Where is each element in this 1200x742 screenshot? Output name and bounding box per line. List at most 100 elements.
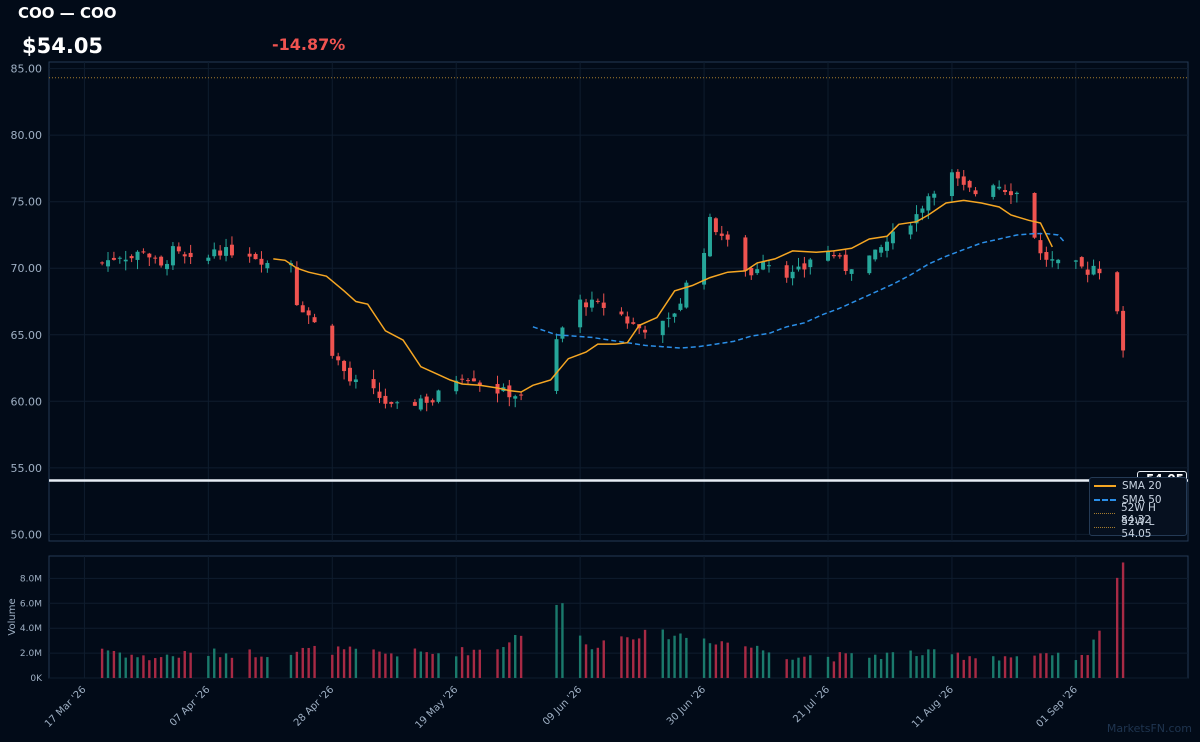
- candle-body: [619, 311, 624, 315]
- candle-body: [949, 172, 954, 197]
- chart-title: COO — COO: [18, 4, 117, 22]
- volume-bar: [455, 656, 458, 678]
- volume-bar: [460, 647, 464, 678]
- sma20-line: [273, 199, 1053, 393]
- x-tick-label: 07 Apr '26: [168, 684, 212, 728]
- candle-body: [371, 379, 376, 389]
- candle-body: [1050, 259, 1055, 261]
- candle-body: [1038, 240, 1043, 254]
- volume-bar: [248, 649, 251, 678]
- volume-bar: [632, 639, 635, 678]
- volume-bar: [761, 650, 765, 678]
- volume-bar: [165, 654, 169, 678]
- candle-body: [188, 252, 193, 258]
- candle-body: [702, 252, 707, 285]
- volume-bar: [950, 654, 954, 678]
- volume-bar: [266, 657, 269, 678]
- x-tick-label: 30 Jun '26: [665, 684, 708, 727]
- candle-body: [306, 310, 311, 316]
- candle-body: [1056, 259, 1061, 264]
- volume-bar: [1009, 657, 1013, 678]
- legend-sma50: SMA 50: [1094, 493, 1162, 506]
- legend-sma20: SMA 20: [1094, 479, 1162, 492]
- candle-body: [849, 269, 854, 274]
- legend-52w-low-swatch: [1094, 527, 1116, 528]
- volume-bar: [431, 653, 434, 678]
- volume-bar: [395, 656, 399, 678]
- volume-bar: [413, 648, 417, 678]
- candle-body: [707, 216, 712, 257]
- x-tick-label: 19 May '26: [413, 684, 460, 731]
- legend-52w-high-label: 52W H 84.32: [1120, 501, 1156, 526]
- candle-body: [1032, 192, 1037, 238]
- candle-body: [873, 249, 878, 260]
- sma50-line: [532, 232, 1065, 349]
- candle-body: [141, 251, 146, 253]
- candle-body: [961, 176, 966, 185]
- volume-tick-label: 6.0M: [20, 599, 42, 609]
- volume-bar: [555, 604, 558, 678]
- candle-body: [147, 253, 152, 258]
- volume-bar: [1115, 577, 1119, 678]
- volume-bar: [519, 635, 523, 678]
- candle-body: [879, 247, 884, 253]
- candle-body: [123, 259, 128, 262]
- volume-bar: [1080, 654, 1083, 678]
- candle-body: [755, 269, 760, 274]
- legend-sma50-label: SMA 50: [1122, 493, 1162, 506]
- volume-bar: [968, 656, 971, 678]
- candle-body: [224, 247, 229, 256]
- candle-body: [660, 320, 665, 336]
- volume-bar: [425, 652, 428, 678]
- candle-body: [353, 379, 358, 383]
- volume-bar: [915, 656, 918, 678]
- candle-body: [743, 237, 748, 271]
- volume-bar: [826, 656, 830, 678]
- candle-body: [1044, 252, 1049, 260]
- volume-bar: [154, 658, 157, 678]
- volume-tick-label: 2.0M: [20, 649, 42, 659]
- candle-body: [625, 316, 630, 324]
- volume-bar: [437, 653, 440, 678]
- volume-bar: [667, 639, 670, 678]
- candle-body: [159, 256, 164, 266]
- candle-body: [890, 231, 895, 244]
- volume-bar: [289, 654, 293, 678]
- volume-bar: [354, 648, 358, 678]
- candle-body: [436, 390, 441, 402]
- volume-bar: [207, 655, 210, 678]
- volume-tick-label: 4.0M: [20, 624, 42, 634]
- candle-body: [412, 402, 417, 406]
- volume-axis-label: Volume: [7, 598, 18, 635]
- legend-sma20-label: SMA 20: [1122, 479, 1162, 492]
- volume-bar: [679, 633, 682, 678]
- candle-body: [672, 313, 677, 317]
- volume-bar: [992, 656, 995, 678]
- candle-body: [790, 271, 795, 279]
- volume-bar: [177, 657, 181, 678]
- candle-body: [867, 255, 872, 274]
- candle-body: [418, 398, 423, 410]
- volume-bar: [136, 657, 139, 678]
- volume-bar: [590, 649, 594, 678]
- volume-bar: [189, 652, 192, 678]
- price-tick-label: 50.00: [11, 528, 43, 541]
- volume-bar: [685, 637, 688, 678]
- volume-bar: [785, 659, 788, 678]
- volume-bar: [112, 650, 116, 678]
- candle-body: [377, 391, 382, 398]
- volume-bar: [643, 629, 647, 678]
- candle-body: [973, 190, 978, 195]
- price-tick-label: 85.00: [11, 63, 43, 76]
- candle-body: [117, 257, 122, 259]
- price-tick-label: 65.00: [11, 329, 43, 342]
- volume-bar: [254, 657, 257, 678]
- candle-body: [843, 254, 848, 272]
- candle-body: [106, 260, 111, 267]
- candle-body: [330, 325, 335, 356]
- candle-body: [395, 402, 400, 404]
- volume-bar: [224, 653, 228, 678]
- candle-body: [312, 317, 317, 323]
- price-change: -14.87%: [272, 35, 346, 54]
- price-tick-label: 55.00: [11, 462, 43, 475]
